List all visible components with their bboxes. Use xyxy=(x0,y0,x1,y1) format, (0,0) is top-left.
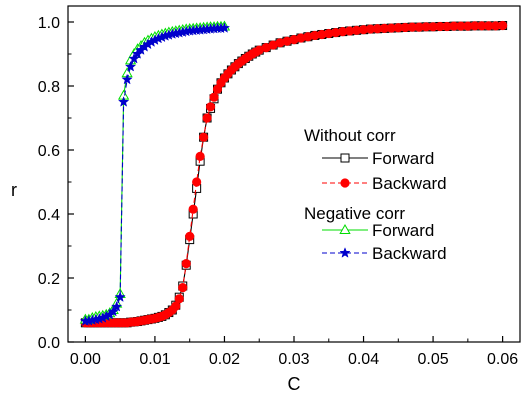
data-point xyxy=(171,301,181,311)
legend-label: Backward xyxy=(372,244,447,263)
legend-label: Backward xyxy=(372,174,447,193)
y-tick-label: 1.0 xyxy=(38,15,60,32)
x-tick-label: 0.05 xyxy=(418,351,449,368)
legend-marker xyxy=(340,153,350,163)
data-point xyxy=(199,132,209,142)
data-point xyxy=(188,204,198,214)
data-point xyxy=(107,305,119,317)
x-axis: 0.00 0.01 0.02 0.03 0.04 0.05 0.06 xyxy=(70,336,518,368)
data-point xyxy=(209,92,219,102)
x-tick-label: 0.06 xyxy=(487,351,518,368)
series-3 xyxy=(79,20,231,324)
data-point xyxy=(195,151,205,161)
x-tick-label: 0.00 xyxy=(70,351,101,368)
y-axis-label: r xyxy=(11,180,17,200)
data-point xyxy=(185,231,195,241)
data-point xyxy=(205,102,216,112)
x-tick-label: 0.04 xyxy=(348,351,379,368)
x-tick-label: 0.02 xyxy=(209,351,240,368)
y-axis: 0.0 0.2 0.4 0.6 0.8 1.0 xyxy=(38,15,74,352)
series-layer xyxy=(79,20,508,328)
data-point xyxy=(181,258,191,269)
legend-marker xyxy=(340,178,350,188)
y-tick-label: 0.4 xyxy=(38,207,60,224)
y-tick-label: 0.6 xyxy=(38,143,60,160)
series-line xyxy=(85,27,225,322)
y-tick-label: 0.0 xyxy=(38,335,60,352)
x-tick-label: 0.03 xyxy=(278,351,309,368)
data-point xyxy=(174,294,184,304)
data-point xyxy=(114,291,126,302)
y-tick-label: 0.8 xyxy=(38,79,60,96)
data-point xyxy=(192,177,202,187)
legend-group-title: Negative corr xyxy=(304,204,405,223)
data-point xyxy=(111,300,123,312)
legend-label: Forward xyxy=(372,149,434,168)
data-point xyxy=(128,52,140,64)
legend-label: Forward xyxy=(372,221,434,240)
data-point xyxy=(118,96,130,107)
legend-group-title: Without corr xyxy=(304,126,396,145)
series-4 xyxy=(79,22,231,326)
x-tick-label: 0.01 xyxy=(139,351,170,368)
data-point xyxy=(124,60,137,72)
series-line xyxy=(85,25,225,321)
data-point xyxy=(498,20,508,31)
data-point xyxy=(178,282,188,293)
legend: Without corr Forward Backward Negative corr… xyxy=(304,126,447,263)
legend-marker xyxy=(339,223,351,234)
data-point xyxy=(202,113,212,123)
y-tick-label: 0.2 xyxy=(38,271,60,288)
data-point xyxy=(218,22,231,33)
data-point xyxy=(121,73,133,85)
legend-marker xyxy=(339,247,351,258)
x-axis-label: C xyxy=(288,374,301,394)
